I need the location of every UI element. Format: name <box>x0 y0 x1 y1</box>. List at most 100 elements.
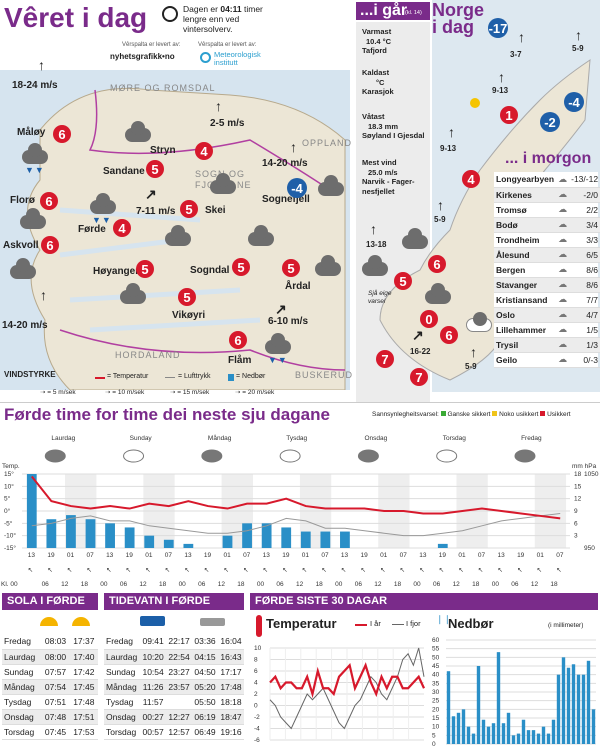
x-tick-time: 06 <box>355 581 363 588</box>
y-tick: 15° <box>4 470 14 478</box>
x-tick-time: 00 <box>413 581 421 588</box>
x-tick-time: 06 <box>511 581 519 588</box>
rain-bar <box>566 667 571 744</box>
rain-bar <box>526 730 531 744</box>
x-tick-time: 06 <box>198 581 206 588</box>
y-tick: 6 <box>254 668 258 675</box>
temp-marker: -17 <box>488 18 508 38</box>
y-tick: 0 <box>432 741 436 748</box>
high-tide-icon <box>140 616 165 626</box>
rain-cloud-icon <box>265 333 291 354</box>
precip-bar <box>340 531 350 548</box>
wind-label: 5-9 <box>434 215 446 224</box>
day-label: Fredag <box>521 435 542 442</box>
temp-marker: 5 <box>136 260 154 278</box>
rain-bar <box>516 733 521 744</box>
wind-label: 6-10 m/s <box>268 316 309 327</box>
rain-cloud-icon <box>10 258 36 279</box>
met-logo: Meteorologisk institutt <box>214 50 261 67</box>
day-label: Torsdag <box>443 435 467 442</box>
table-row: Torsdag 00:57 12:57 06:49 19:16 <box>104 724 244 740</box>
rain-cloud-icon <box>425 283 451 304</box>
precip-bar <box>66 515 76 548</box>
x-tick: 13 <box>28 552 36 559</box>
rain-bar <box>581 674 586 744</box>
precip-bar <box>437 543 448 548</box>
table-row: Sundag 10:54 23:27 04:50 17:17 <box>104 664 244 680</box>
x-tick-time: 12 <box>218 581 226 588</box>
x-tick-time: 12 <box>531 581 539 588</box>
temp-marker: -2 <box>540 112 560 132</box>
forecast-row: Oslo ☁ 4/7 <box>494 307 600 323</box>
rain-cloud-icon <box>315 255 341 276</box>
rain-cloud-icon <box>210 173 236 194</box>
wind-arrow-icon: ↖ <box>28 567 33 574</box>
wind-arrow-icon: ↑ <box>437 197 444 213</box>
rain-bar <box>466 726 471 744</box>
this-year-line <box>269 662 425 699</box>
y-tick: 2 <box>254 691 258 698</box>
wind-scale-15: ➝ = 15 m/sek <box>170 389 210 396</box>
x-tick-time: 12 <box>296 581 304 588</box>
legend-wind-title: VINDSTYRKE <box>4 370 56 379</box>
snow-cloud-icon <box>318 175 344 196</box>
temp-marker: 5 <box>394 272 412 290</box>
y-tick: 25 <box>432 698 440 705</box>
siste-title: FØRDE SISTE 30 DAGAR <box>250 593 598 610</box>
place-label: Sandane <box>103 166 145 177</box>
rain-bar <box>486 726 491 744</box>
day-label: Måndag <box>208 434 232 442</box>
x-tick-time: 12 <box>374 581 382 588</box>
rain-bar <box>591 709 596 744</box>
axis-label: mm hPa <box>572 463 597 470</box>
x-tick: 07 <box>243 552 251 559</box>
wind-arrow-icon: ↖ <box>361 567 366 574</box>
rain-bar <box>571 664 576 744</box>
forecast-row: Geilo ☁ 0/-3 <box>494 352 600 368</box>
place-label: Årdal <box>285 281 311 292</box>
wind-scale-5: ➝ = 5 m/sek <box>40 389 76 396</box>
legend-air-swatch <box>165 377 175 378</box>
place-label: Askvoll <box>3 240 39 251</box>
wind-scale-10: ➝ = 10 m/sek <box>105 389 145 396</box>
y-tick: 15 <box>432 715 440 722</box>
wettest-block: Våtast 18.3 mm Søyland I Gjesdal <box>362 112 425 140</box>
rain-bar <box>461 709 466 744</box>
x-tick: 13 <box>263 552 271 559</box>
rain-cloud-icon <box>362 255 388 276</box>
precip-bar <box>26 474 37 548</box>
y-tick: 10 <box>432 724 440 731</box>
x-tick-time: 18 <box>394 581 402 588</box>
x-tick-time: 06 <box>120 581 128 588</box>
rain-bar <box>521 719 526 744</box>
wind-arrow-icon: ↑ <box>290 139 297 155</box>
week-title: Førde time for time dei neste sju dagane <box>4 405 330 424</box>
wind-arrow-icon: ↖ <box>400 567 405 574</box>
rain-bar <box>476 666 481 744</box>
y-tick: -10° <box>4 532 16 540</box>
y3-tick: 950 <box>584 545 595 552</box>
precip-bar <box>261 523 272 548</box>
wind-label: 18-24 m/s <box>12 80 58 91</box>
tide-title: TIDEVATN I FØRDE <box>104 593 244 610</box>
table-row: Laurdag 08:00 17:40 <box>2 649 98 665</box>
y-tick: 45 <box>432 663 440 670</box>
temp-marker: -4 <box>287 178 307 198</box>
rain-bar <box>471 733 476 744</box>
temp-chart-title: Temperatur <box>266 616 337 631</box>
x-tick-time: 00 <box>492 581 500 588</box>
forecast-row: Tromsø ☁ 2/2 <box>494 202 600 218</box>
wind-label: 13-18 <box>366 240 387 249</box>
y-tick: 10° <box>4 482 14 490</box>
page-title: Vêret i dag <box>4 2 148 33</box>
x-tick: 13 <box>341 552 349 559</box>
rain-bar <box>541 726 546 744</box>
precip-bar <box>163 539 174 548</box>
forecast-row: Bergen ☁ 8/6 <box>494 262 600 278</box>
temp-marker: 6 <box>53 125 71 143</box>
table-row: Måndag 11:26 23:57 05:20 17:48 <box>104 679 244 695</box>
forecast-row: Ålesund ☁ 6/5 <box>494 247 600 263</box>
legend-rain-swatch <box>228 374 234 381</box>
wind-arrow-icon: ↗ <box>275 301 287 317</box>
